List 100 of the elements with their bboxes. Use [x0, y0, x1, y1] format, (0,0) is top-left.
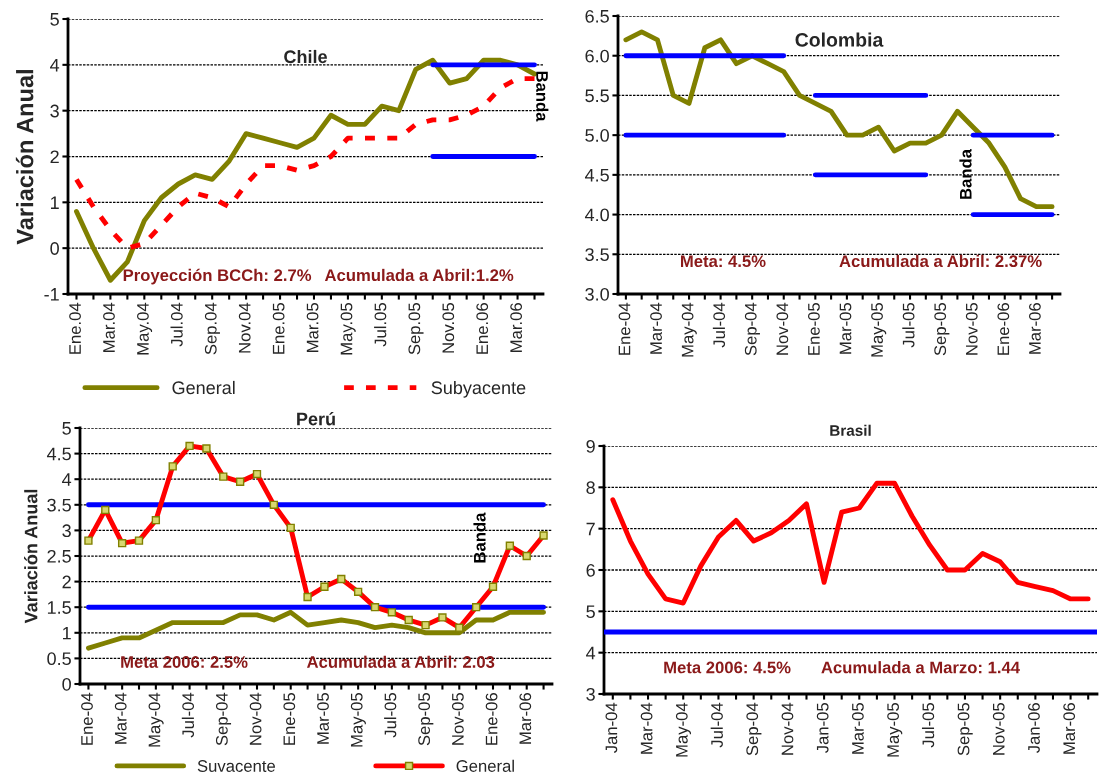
- x-tick-label: May-04: [148, 692, 164, 747]
- x-tick-label: Mar.06: [510, 303, 523, 352]
- x-tick-label: Sep.05: [408, 303, 424, 355]
- annotation: Acumulada a Abril:1.2%: [324, 268, 514, 282]
- x-tick-label: May-05: [887, 703, 903, 757]
- x-tick-label: Sep-05: [934, 303, 950, 356]
- y-tick-label: 5: [50, 13, 59, 26]
- x-tick-label: Sep-05: [957, 703, 973, 756]
- x-tick-label: Sep-05: [418, 693, 434, 746]
- y-tick-label: 9: [586, 439, 595, 453]
- x-tick-label: Mar.05: [306, 303, 319, 352]
- chart-title: Brasil: [830, 424, 871, 436]
- x-tick-label: Mar.04: [103, 302, 115, 352]
- y-tick-label: 6: [586, 563, 595, 577]
- line-series: [610, 480, 1091, 606]
- y-tick-label: 5.5: [585, 89, 609, 103]
- x-tick-label: Ene-04: [618, 302, 631, 355]
- x-tick-label: Mar-05: [317, 693, 329, 744]
- y-tick-label: 6.5: [585, 9, 609, 23]
- x-tick-label: Jul-05: [902, 303, 915, 348]
- text: Colombia: [795, 32, 884, 47]
- x-tick-label: May-05: [350, 693, 366, 747]
- x-tick-label: Nov-04: [781, 702, 794, 755]
- legend-label: Subyacente: [431, 380, 526, 398]
- x-tick-label: Mar-05: [839, 303, 852, 354]
- y-tick-label: 6.0: [585, 49, 609, 63]
- x-tick-label: Jul-05: [384, 693, 397, 738]
- x-tick-label: Ene.06: [476, 303, 489, 354]
- y-tick-label: -1: [44, 288, 59, 301]
- x-tick-label: Ene-06: [997, 303, 1010, 355]
- y-axis-title: Variación Anual: [15, 70, 34, 245]
- y-tick-label: 4: [62, 473, 72, 486]
- x-tick-label: Jan-06: [1028, 703, 1040, 754]
- x-tick-label: Ene-05: [807, 303, 820, 355]
- x-tick-label: Mar-06: [519, 693, 532, 744]
- x-tick-label: Ene.04: [69, 302, 81, 354]
- y-tick-label: 4: [50, 58, 60, 72]
- y-tick-label: 4.5: [584, 168, 609, 182]
- x-tick-label: Ene-04: [81, 692, 93, 745]
- y-tick-label: 3.5: [47, 498, 71, 512]
- y-tick-label: 4: [586, 646, 596, 660]
- y-tick-label: 4.0: [584, 208, 609, 222]
- x-tick-label: Nov.04: [238, 302, 251, 353]
- x-tick-label: Mar-05: [851, 703, 864, 754]
- text: Chile: [284, 49, 327, 64]
- y-tick-label: 1: [51, 196, 59, 209]
- x-tick-label: Sep.04: [204, 302, 220, 355]
- legend-label: General: [172, 380, 235, 395]
- y-tick-label: 3: [586, 687, 595, 701]
- x-tick-label: Jul-04: [710, 702, 723, 748]
- annotation: Meta 2006: 4.5%: [664, 661, 791, 674]
- y-tick-label: 3: [62, 524, 71, 538]
- line-series: [86, 609, 546, 651]
- y-tick-label: 3.0: [585, 287, 609, 301]
- x-tick-label: Sep-04: [746, 702, 762, 756]
- x-tick-label: Jan-04: [605, 702, 618, 754]
- x-tick-label: Nov-05: [451, 693, 464, 745]
- y-tick-label: 5: [586, 605, 595, 619]
- y-tick-label: 2: [50, 150, 59, 164]
- annotation: Acumulada a Abril: 2.37%: [839, 254, 1042, 268]
- line-series: [74, 76, 537, 251]
- y-tick-label: 5: [62, 422, 71, 435]
- y-tick-label: 0: [62, 677, 71, 691]
- x-tick-label: Ene-05: [283, 693, 296, 745]
- line-series: [623, 29, 1055, 210]
- x-tick-label: May-04: [681, 302, 697, 357]
- annotation: Acumulada a Marzo: 1.44: [821, 661, 1020, 674]
- x-tick-label: May-05: [871, 303, 887, 357]
- y-tick-label: 4.5: [46, 447, 71, 461]
- x-tick-label: Ene-06: [485, 693, 498, 745]
- annotation: Acumulada a Abril: 2.03: [306, 655, 495, 668]
- x-tick-label: May-04: [675, 702, 691, 757]
- y-axis-title: Variación Anual: [24, 489, 38, 624]
- x-tick-label: Jul-04: [181, 692, 195, 738]
- y-tick-label: 2.5: [47, 549, 71, 563]
- x-tick-label: Mar-06: [1028, 303, 1041, 354]
- x-tick-label: Jul-05: [921, 703, 935, 748]
- chart-title: Perú: [297, 411, 335, 426]
- y-tick-label: 0: [50, 242, 59, 255]
- x-tick-label: Mar-04: [640, 702, 653, 754]
- x-tick-label: Ene.05: [272, 303, 285, 354]
- y-tick-label: 2: [62, 575, 71, 589]
- x-tick-label: Sep-04: [744, 302, 760, 356]
- x-tick-label: May.05: [340, 303, 356, 355]
- y-tick-label: 3.5: [585, 248, 609, 262]
- x-tick-label: Mar-04: [114, 692, 127, 744]
- x-tick-label: Nov-04: [249, 692, 262, 745]
- y-tick-label: 3: [50, 104, 59, 118]
- annotation: Proyección BCCh: 2.7%: [123, 268, 312, 285]
- x-tick-label: Nov-04: [776, 302, 789, 355]
- y-tick-label: 1.5: [47, 601, 71, 614]
- y-tick-label: 5.0: [585, 129, 609, 142]
- legend-label: General: [456, 759, 514, 772]
- annotation: Banda: [959, 148, 972, 199]
- annotation: Banda: [536, 71, 549, 122]
- x-tick-label: Jul.05: [374, 303, 387, 347]
- x-tick-label: Jan-05: [816, 703, 829, 754]
- x-tick-label: Mar-06: [1063, 703, 1076, 754]
- y-tick-label: 1: [63, 626, 71, 640]
- annotation: Meta: 4.5%: [680, 255, 766, 268]
